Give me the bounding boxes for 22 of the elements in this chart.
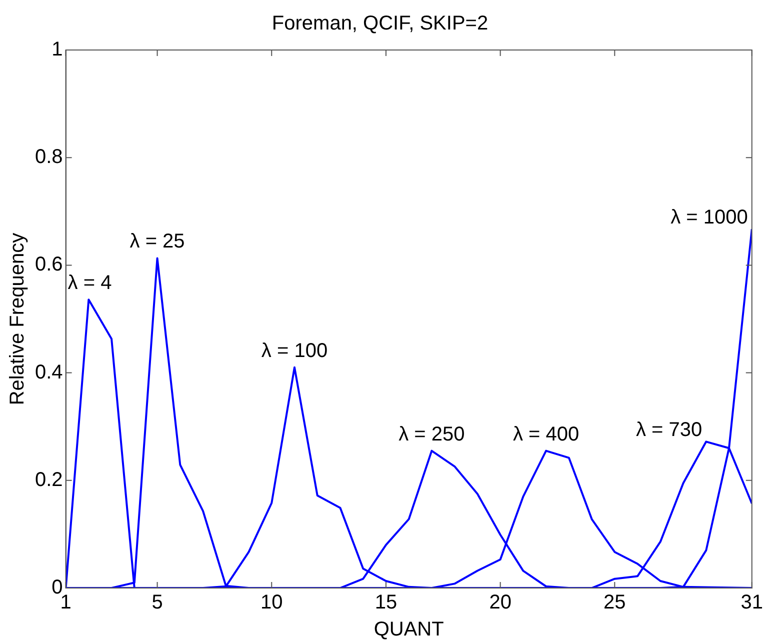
x-tick-label: 25: [604, 592, 626, 614]
x-axis-title: QUANT: [374, 618, 444, 641]
x-tick-label: 5: [152, 592, 163, 614]
x-tick-label: 20: [489, 592, 512, 614]
series-label: λ = 25: [130, 230, 185, 253]
series-label: λ = 4: [68, 272, 112, 294]
x-tick-label: 31: [740, 592, 763, 614]
series-label: λ = 1000: [670, 206, 748, 229]
y-tick-label: 1: [52, 38, 63, 61]
y-tick-label: 0.4: [34, 361, 63, 384]
x-tick-label: 10: [260, 592, 283, 614]
y-axis-title: Relative Frequency: [6, 232, 29, 406]
series-label: λ = 730: [636, 419, 702, 442]
series-label: λ = 100: [261, 340, 328, 362]
series-label: λ = 400: [512, 423, 580, 446]
series-label: λ = 250: [398, 423, 465, 446]
chart-title: Foreman, QCIF, SKIP=2: [272, 12, 488, 35]
y-tick-label: 0.8: [34, 146, 63, 168]
y-tick-label: 0.2: [34, 468, 63, 491]
y-tick-label: 0: [52, 576, 63, 599]
y-tick-label: 0.6: [34, 254, 63, 276]
x-tick-label: 15: [374, 592, 398, 614]
